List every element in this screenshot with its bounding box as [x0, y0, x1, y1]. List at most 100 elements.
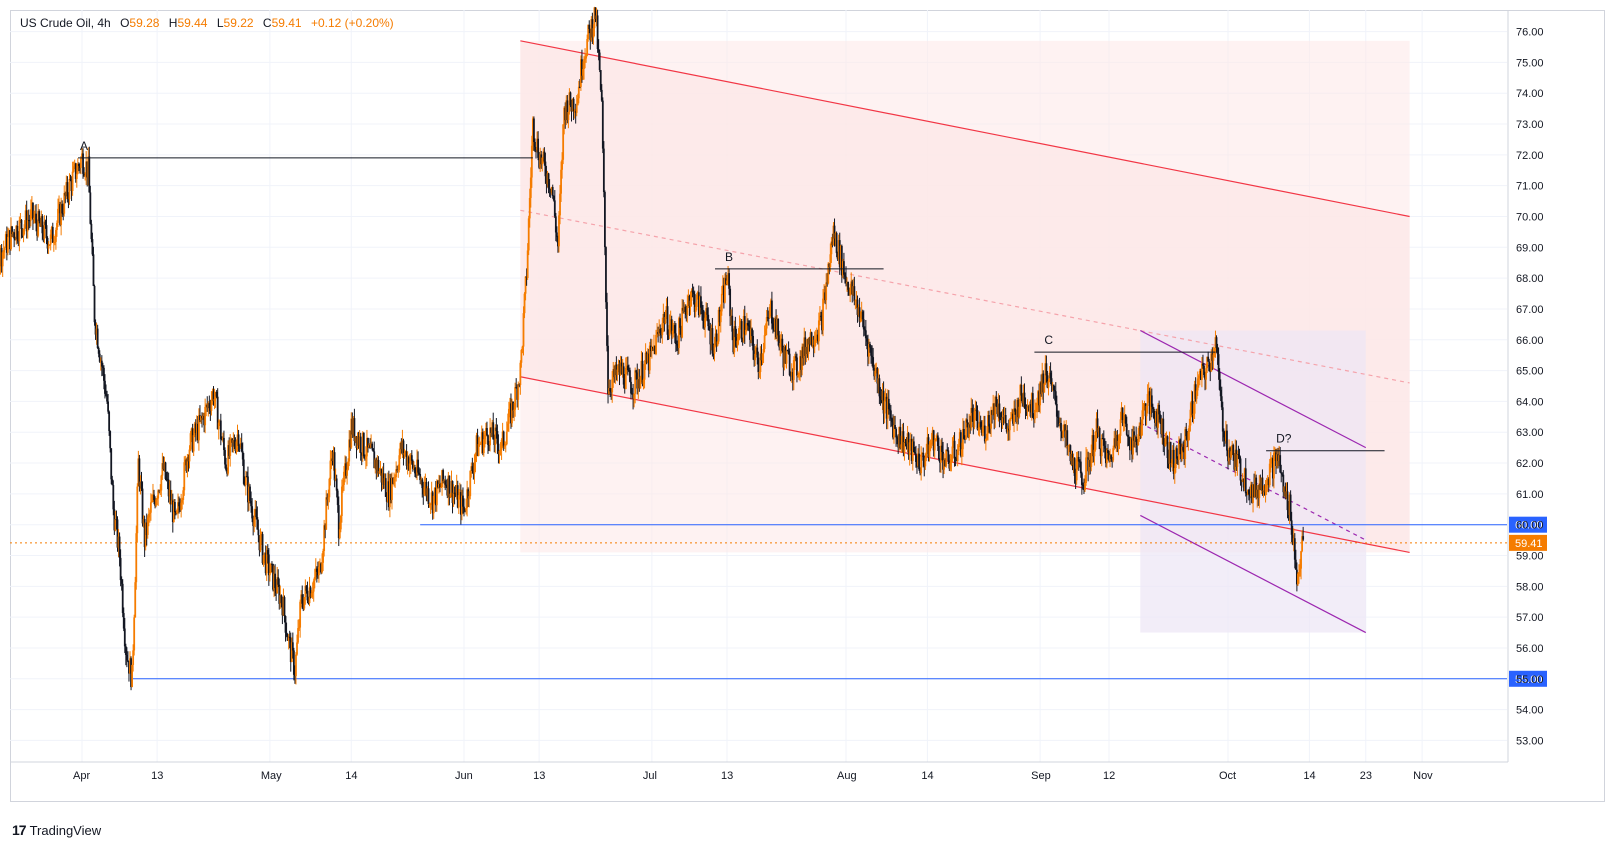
candle-body	[420, 479, 423, 481]
candle-body	[1225, 430, 1227, 441]
level-tag-bg	[1509, 516, 1547, 533]
candle-body	[59, 204, 61, 225]
candle-body	[635, 370, 638, 373]
candle-body	[1230, 451, 1233, 458]
chart-frame[interactable]	[10, 10, 1605, 802]
candle-body	[175, 512, 177, 514]
candle-body	[644, 352, 647, 364]
candle-body	[622, 366, 625, 385]
candle-body	[1, 252, 4, 267]
candle-body	[283, 597, 286, 617]
candle-body	[1258, 483, 1261, 499]
candle-body	[193, 423, 196, 436]
candles-group	[0, 6, 1305, 691]
candle-body	[498, 450, 501, 455]
candle-body	[878, 378, 881, 397]
candle-body	[1215, 337, 1218, 348]
candle-body	[143, 519, 146, 548]
candle-body	[691, 290, 694, 293]
candle-body	[1243, 468, 1246, 488]
candle-body	[702, 309, 704, 321]
candle-body	[114, 519, 117, 531]
candle-body	[15, 225, 18, 241]
candle-body	[623, 384, 626, 389]
candle-body	[1171, 449, 1174, 463]
candle-body	[1292, 538, 1295, 545]
candle-body	[219, 420, 222, 440]
candle-body	[696, 292, 699, 295]
candle-body	[857, 307, 860, 315]
candle-body	[726, 280, 728, 285]
time-tick: May	[261, 770, 282, 782]
candle-body	[41, 216, 44, 234]
candle-body	[333, 452, 336, 481]
candle-body	[411, 460, 414, 469]
candle-body	[1166, 436, 1169, 459]
candle-body	[1284, 486, 1287, 499]
candle-body	[567, 111, 570, 121]
candle-body	[494, 427, 497, 445]
candle-body	[1056, 416, 1059, 418]
candle-body	[408, 463, 411, 470]
candle-body	[677, 345, 679, 348]
candle-body	[965, 419, 967, 440]
candle-body	[979, 421, 982, 428]
candle-body	[331, 458, 334, 462]
candle-body	[414, 467, 416, 474]
candle-body	[515, 387, 518, 389]
candle-body	[1201, 363, 1203, 380]
candle-body	[505, 431, 508, 445]
candle-body	[954, 458, 957, 460]
price-tick: 72.00	[1516, 150, 1544, 162]
candle-body	[541, 157, 544, 165]
candle-body	[1210, 353, 1213, 372]
candle-body	[25, 210, 28, 232]
candle-body	[1010, 417, 1012, 420]
candle-body	[547, 173, 550, 189]
candle-body	[1013, 408, 1015, 424]
time-tick: Sep	[1031, 770, 1051, 782]
candle-body	[395, 469, 398, 478]
candle-body	[994, 396, 997, 420]
candle-body	[1078, 461, 1081, 463]
candle-body	[1188, 425, 1191, 433]
candle-body	[834, 233, 837, 239]
candle-body	[1139, 425, 1142, 437]
candle-body	[937, 446, 940, 459]
candle-body	[875, 367, 878, 371]
candle-body	[692, 292, 695, 295]
candle-body	[171, 500, 174, 523]
candle-body	[1174, 448, 1177, 469]
candle-body	[1285, 491, 1288, 499]
candle-body	[1130, 438, 1132, 451]
candle-body	[813, 339, 816, 348]
price-tick: 57.00	[1516, 612, 1544, 624]
candle-body	[1147, 391, 1150, 394]
candle-body	[659, 328, 662, 334]
candle-body	[1058, 417, 1060, 424]
candle-body	[552, 195, 555, 201]
candle-body	[1052, 384, 1055, 391]
candle-body	[1273, 452, 1275, 479]
candle-body	[217, 422, 220, 430]
candle-body	[307, 600, 310, 604]
candle-body	[223, 437, 225, 451]
candle-body	[865, 338, 868, 342]
open-value: 59.28	[129, 16, 160, 30]
candle-body	[163, 462, 166, 470]
candle-body	[1021, 395, 1024, 404]
candle-body	[658, 328, 661, 334]
candle-body	[789, 375, 792, 377]
candle-body	[870, 347, 872, 356]
candle-body	[6, 236, 9, 253]
candle-body	[898, 427, 901, 448]
candle-body	[181, 499, 184, 503]
candle-body	[968, 424, 971, 438]
tradingview-brand[interactable]: 17 TradingView	[12, 822, 101, 838]
candle-body	[501, 431, 504, 440]
candle-body	[614, 364, 617, 378]
candle-body	[617, 364, 620, 370]
candle-body	[71, 171, 74, 191]
candle-body	[399, 443, 402, 456]
